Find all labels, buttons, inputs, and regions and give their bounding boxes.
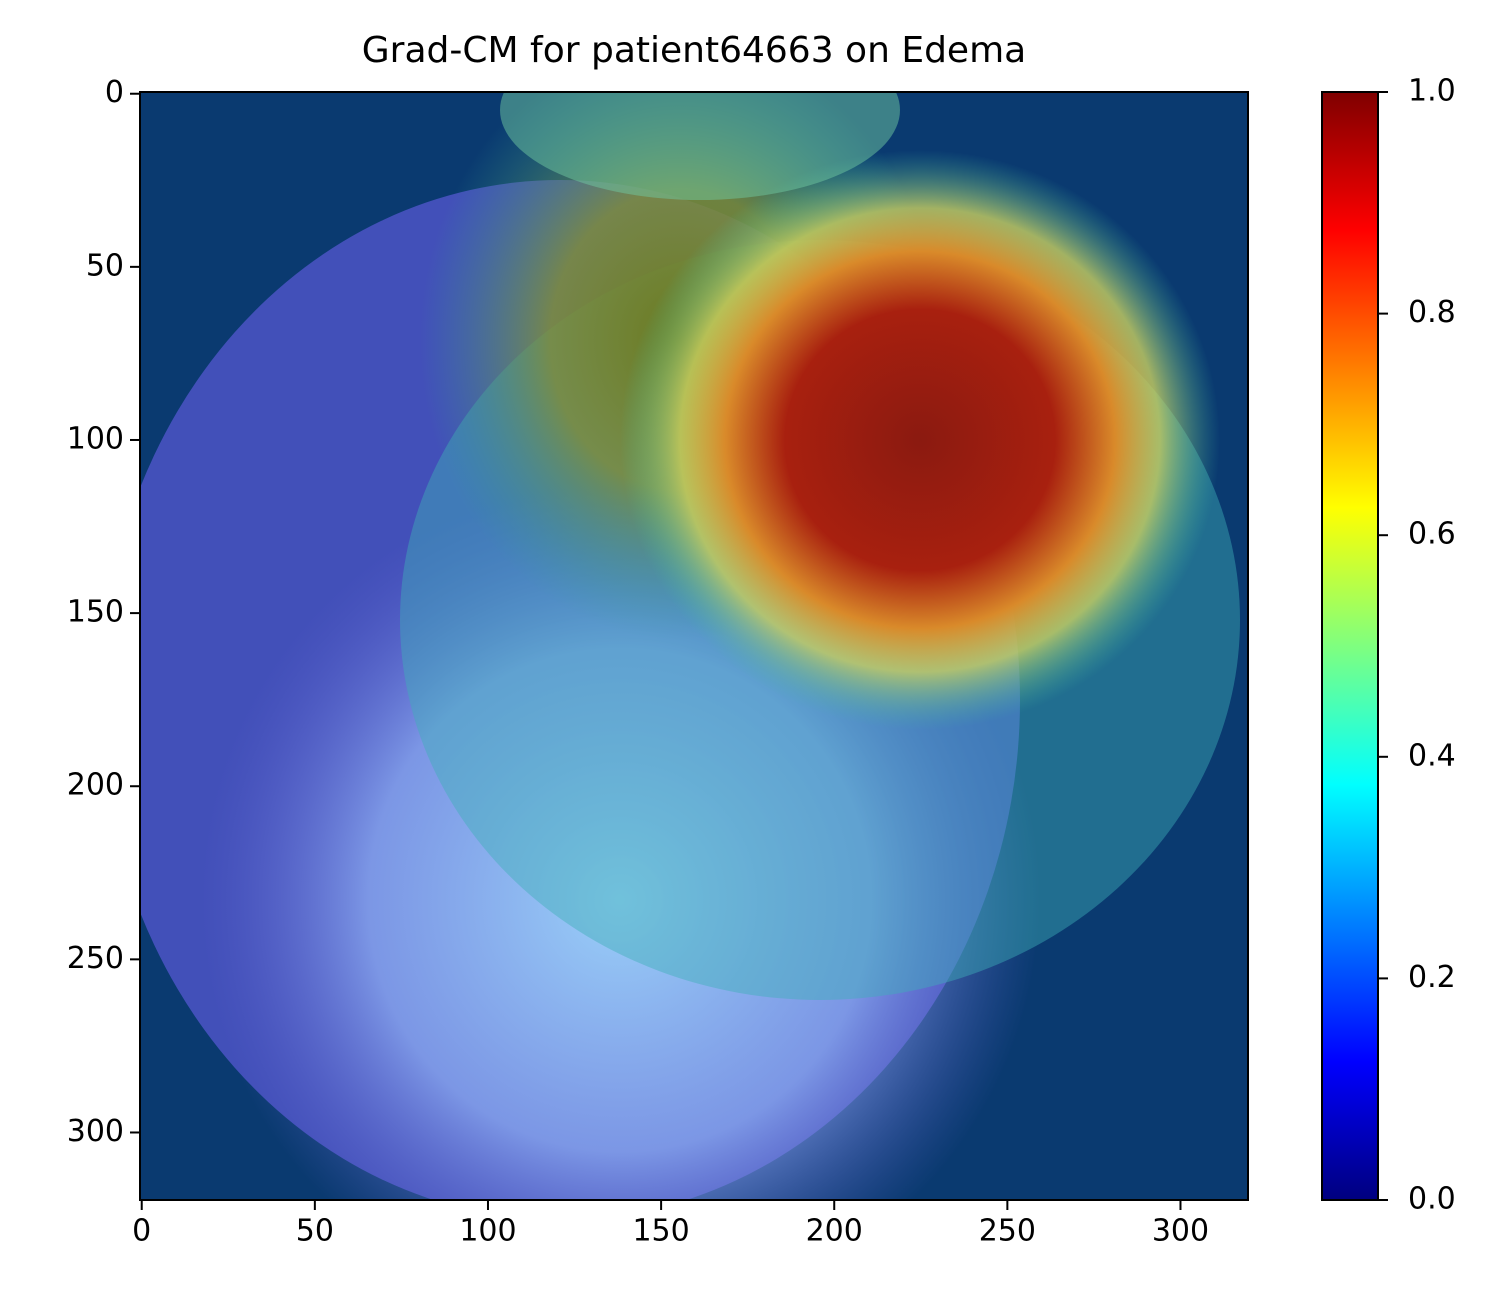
colorbar-tick-label: 0.6 xyxy=(1408,517,1456,552)
colorbar-tick-label: 1.0 xyxy=(1408,74,1456,109)
y-tick-label: 300 xyxy=(67,1114,124,1149)
chart-title: Grad-CM for patient64663 on Edema xyxy=(362,30,1026,71)
y-tick-label: 0 xyxy=(105,75,124,110)
heatmap-image xyxy=(140,92,1248,1200)
colorbar xyxy=(1321,91,1379,1201)
y-tick-label: 50 xyxy=(86,248,124,283)
colorbar-tick-label: 0.0 xyxy=(1408,1182,1456,1217)
colorbar-tick-label: 0.2 xyxy=(1408,960,1456,995)
x-tick-label: 250 xyxy=(979,1214,1036,1249)
x-tick-label: 300 xyxy=(1152,1214,1209,1249)
x-tick-label: 200 xyxy=(806,1214,863,1249)
colorbar-tick-label: 0.8 xyxy=(1408,295,1456,330)
x-tick-label: 100 xyxy=(459,1214,516,1249)
y-tick-label: 150 xyxy=(67,595,124,630)
y-tick-label: 250 xyxy=(67,941,124,976)
y-tick-label: 100 xyxy=(67,421,124,456)
y-tick-label: 200 xyxy=(67,768,124,803)
axes-frame xyxy=(139,91,1249,1201)
x-tick-label: 150 xyxy=(632,1214,689,1249)
colorbar-tick-label: 0.4 xyxy=(1408,738,1456,773)
x-tick-label: 0 xyxy=(132,1214,151,1249)
x-tick-label: 50 xyxy=(296,1214,334,1249)
